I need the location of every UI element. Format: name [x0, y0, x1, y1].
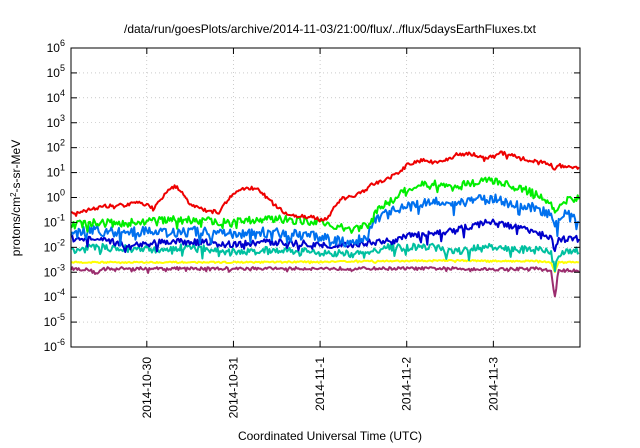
y-axis-label-prefix: protons/cm	[9, 197, 23, 256]
series-line	[71, 258, 579, 273]
y-tick-base: 10	[47, 66, 61, 80]
y-tick-exp: -6	[57, 337, 65, 347]
y-tick-label: 105	[47, 63, 65, 80]
y-tick-exp: 5	[60, 63, 65, 73]
y-tick-base: 10	[44, 315, 58, 329]
y-tick-label: 104	[47, 88, 65, 105]
y-tick-base: 10	[44, 215, 58, 229]
y-tick-base: 10	[47, 191, 61, 205]
y-tick-base: 10	[44, 265, 58, 279]
x-tick-label: 2014-11-1	[313, 357, 327, 411]
x-tick-label: 2014-10-30	[140, 357, 154, 419]
y-tick-exp: 4	[60, 88, 65, 98]
y-tick-exp: -4	[57, 287, 65, 297]
y-tick-exp: 1	[60, 163, 65, 173]
y-axis-label: protons/cm2-s-sr-MeV	[9, 140, 24, 256]
y-tick-label: 100	[47, 188, 65, 205]
x-tick-label: 2014-11-3	[486, 357, 500, 411]
series-line	[70, 242, 580, 273]
y-tick-base: 10	[44, 290, 58, 304]
y-tick-label: 106	[47, 38, 65, 55]
y-tick-label: 10-1	[44, 212, 65, 229]
y-tick-label: 10-3	[44, 262, 65, 279]
chart-title: /data/run/goesPlots/archive/2014-11-03/2…	[124, 22, 537, 36]
y-axis-label-sup: 2	[9, 192, 18, 197]
y-tick-label: 10-6	[44, 337, 65, 354]
ticks	[71, 47, 580, 348]
grid	[71, 48, 580, 347]
y-tick-label: 103	[47, 113, 65, 130]
y-tick-base: 10	[44, 240, 58, 254]
y-tick-exp: -1	[57, 212, 65, 222]
y-tick-base: 10	[47, 41, 61, 55]
y-tick-base: 10	[47, 91, 61, 105]
x-tick-labels: 2014-10-30 2014-10-31 2014-11-1 2014-11-2 20…	[140, 357, 501, 419]
series-line	[70, 218, 580, 254]
y-tick-base: 10	[47, 166, 61, 180]
y-tick-exp: 3	[60, 113, 65, 123]
y-tick-base: 10	[47, 141, 61, 155]
series-line	[70, 150, 580, 223]
x-tick-label: 2014-10-31	[226, 357, 240, 419]
y-tick-label: 10-4	[44, 287, 65, 304]
y-tick-exp: -3	[57, 262, 65, 272]
y-tick-base: 10	[44, 340, 58, 354]
series-line	[70, 193, 580, 248]
y-tick-exp: 0	[60, 188, 65, 198]
y-tick-exp: 6	[60, 38, 65, 48]
series-line	[70, 176, 580, 234]
y-axis-label-suffix: -s-sr-MeV	[9, 140, 23, 193]
y-tick-exp: -5	[57, 312, 65, 322]
y-tick-label: 10-2	[44, 237, 65, 254]
y-tick-label: 10-5	[44, 312, 65, 329]
y-tick-labels: 10610510410310210110010-110-210-310-410-…	[44, 38, 65, 354]
series-group	[70, 150, 580, 298]
y-tick-label: 102	[47, 138, 65, 155]
y-tick-label: 101	[47, 163, 65, 180]
y-tick-base: 10	[47, 116, 61, 130]
y-tick-exp: -2	[57, 237, 65, 247]
y-tick-exp: 2	[60, 138, 65, 148]
x-axis-label: Coordinated Universal Time (UTC)	[238, 429, 422, 443]
series-line	[70, 266, 580, 298]
x-tick-label: 2014-11-2	[400, 357, 414, 411]
